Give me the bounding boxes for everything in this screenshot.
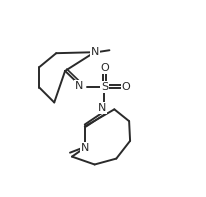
Text: N: N: [80, 143, 89, 153]
Text: O: O: [100, 63, 108, 73]
Text: S: S: [101, 82, 108, 92]
Text: O: O: [121, 82, 130, 92]
Text: N: N: [90, 47, 98, 57]
Text: N: N: [97, 103, 106, 113]
Text: N: N: [75, 81, 83, 91]
